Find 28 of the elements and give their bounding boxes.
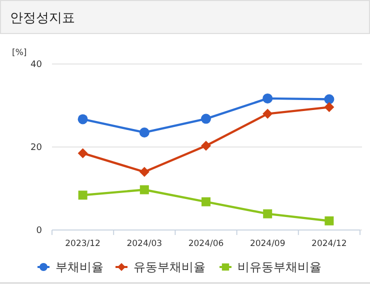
point [324, 216, 334, 226]
point [78, 190, 88, 200]
legend-label: 유동부채비율 [134, 260, 206, 274]
x-tick-label: 2023/12 [65, 239, 100, 249]
chart-title: 안정성지표 [10, 11, 75, 26]
point [139, 166, 150, 177]
point [263, 209, 272, 218]
x-tick-label: 2024/09 [250, 239, 286, 249]
x-tick-label: 2024/12 [312, 239, 347, 249]
y-tick-label: 40 [30, 60, 42, 70]
legend-label: 비유동부채비율 [238, 260, 322, 274]
y-axis-title: [%] [12, 48, 27, 58]
point [324, 102, 334, 112]
x-tick-label: 2024/03 [126, 239, 162, 249]
point [262, 108, 273, 119]
y-tick-label: 20 [30, 143, 42, 154]
point [201, 140, 211, 151]
point [201, 114, 211, 124]
point [262, 93, 273, 104]
legend-label: 부채비율 [56, 260, 104, 274]
point [140, 185, 149, 194]
y-tick-label: 0 [36, 226, 42, 236]
x-tick-label: 2024/06 [188, 239, 224, 249]
point [78, 114, 88, 124]
point [324, 94, 334, 104]
point [202, 197, 210, 206]
point [139, 127, 150, 138]
point [78, 148, 88, 158]
